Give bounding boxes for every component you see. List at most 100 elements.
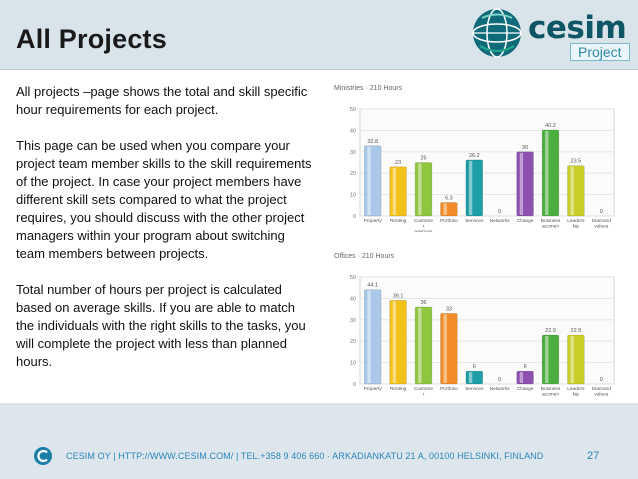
bar-highlight — [418, 163, 422, 215]
y-tick-label: 30 — [350, 318, 356, 324]
footer-contact: CESIM OY | HTTP://WWW.CESIM.COM/ | TEL.+… — [66, 451, 544, 461]
category-label: Change — [517, 386, 534, 392]
slide-header: All Projects cesim Project — [0, 0, 638, 70]
y-tick-label: 50 — [350, 275, 356, 281]
bar-highlight — [545, 335, 549, 383]
slide-title: All Projects — [16, 24, 167, 54]
category-label: Business — [541, 386, 561, 392]
data-label: 0 — [600, 377, 603, 383]
bar-highlight — [418, 307, 422, 383]
y-tick-label: 40 — [350, 296, 356, 302]
category-label: Services — [465, 386, 484, 392]
ministries-chart: Ministries · 210 Hours 0 10 20 30 40 50 32.8 Pro… — [326, 80, 622, 232]
category-label: Portfolio — [440, 386, 458, 392]
bar-highlight — [519, 152, 524, 215]
category-label: values — [594, 224, 608, 230]
data-label: 32.8 — [367, 139, 378, 145]
category-label: acumen — [542, 225, 559, 230]
data-label: 30 — [522, 145, 528, 151]
bar-highlight — [570, 335, 574, 383]
logo-wordmark: cesim — [528, 10, 627, 46]
data-label: 44.1 — [367, 283, 378, 289]
data-label: 33 — [446, 306, 452, 312]
bar — [440, 313, 458, 385]
bar — [567, 165, 585, 217]
bar — [567, 334, 585, 385]
bar — [364, 289, 382, 385]
y-tick-label: 10 — [350, 361, 356, 367]
y-tick-label: 20 — [350, 171, 356, 177]
bar-highlight — [519, 372, 524, 383]
data-label: 6.3 — [445, 196, 453, 202]
category-label: Diamond — [592, 218, 612, 224]
bar-highlight — [367, 290, 371, 383]
y-tick-label: 50 — [350, 107, 356, 113]
bar — [516, 151, 534, 217]
page-number: 27 — [587, 450, 600, 462]
category-label: Renting — [390, 386, 407, 392]
category-label: Property — [364, 218, 383, 224]
footer-band — [0, 403, 638, 479]
data-label: 0 — [498, 377, 501, 383]
category-label: Leaders — [567, 218, 585, 224]
category-label: values — [594, 392, 608, 398]
globe-icon — [472, 8, 522, 58]
data-label: 6 — [524, 364, 527, 370]
category-label: Diamond — [592, 386, 612, 392]
data-label: 23 — [395, 160, 401, 166]
paragraph-hours: Total number of hours per project is cal… — [16, 282, 306, 369]
chart-title: Offices · 210 Hours — [334, 253, 395, 260]
y-tick-label: 0 — [353, 214, 356, 220]
category-label: Change — [517, 218, 534, 224]
category-label: hip — [573, 392, 580, 398]
category-label: Networks — [490, 218, 511, 224]
bar — [414, 162, 433, 217]
chart-title: Ministries · 210 Hours — [334, 85, 403, 92]
category-label: hip — [573, 224, 580, 230]
bar — [389, 166, 407, 217]
data-label: 0 — [600, 209, 603, 215]
bar-highlight — [570, 166, 574, 215]
paragraph-usage: This page can be used when you compare y… — [16, 138, 312, 261]
offices-chart: Offices · 210 Hours 0 10 20 30 40 50 44.1 Proper… — [326, 248, 622, 400]
data-label: 23.5 — [571, 159, 582, 165]
y-tick-label: 0 — [353, 382, 356, 388]
bar-highlight — [392, 301, 397, 383]
category-label: relations — [414, 229, 433, 232]
y-tick-label: 10 — [350, 193, 356, 199]
bar — [465, 159, 483, 217]
data-label: 25 — [420, 156, 426, 162]
category-label: Property — [364, 386, 383, 392]
category-label: Business — [541, 218, 561, 224]
category-label: Networks — [490, 386, 511, 392]
category-label: Custome — [414, 386, 434, 392]
paragraph-intro: All projects –page shows the total and s… — [16, 84, 308, 117]
data-label: 40.2 — [545, 123, 556, 129]
category-label: Renting — [390, 218, 407, 224]
data-label: 0 — [498, 209, 501, 215]
bar — [440, 202, 458, 217]
data-label: 39.1 — [393, 293, 404, 299]
ministries-chart-svg: Ministries · 210 Hours 0 10 20 30 40 50 32.8 Pro… — [334, 85, 615, 232]
y-tick-label: 40 — [350, 128, 356, 134]
bar-highlight — [443, 203, 447, 215]
bar — [516, 370, 534, 385]
logo-subtitle: Project — [570, 43, 630, 61]
cesim-logo: cesim Project — [470, 6, 635, 61]
bar — [414, 306, 433, 385]
y-tick-label: 30 — [350, 150, 356, 156]
data-label: 22.9 — [571, 328, 582, 334]
data-label: 6 — [473, 364, 476, 370]
bar — [364, 145, 382, 217]
category-label: acumen — [542, 393, 559, 398]
category-label: r — [423, 224, 425, 230]
y-tick-label: 20 — [350, 339, 356, 345]
bar-highlight — [392, 167, 397, 215]
data-label: 36 — [420, 300, 426, 306]
data-label: 26.2 — [469, 153, 480, 159]
category-label: Portfolio — [440, 218, 458, 224]
bar — [465, 370, 483, 385]
category-label: Leaders — [567, 386, 585, 392]
category-label: Custome — [414, 218, 434, 224]
data-label: 22.9 — [545, 328, 556, 334]
